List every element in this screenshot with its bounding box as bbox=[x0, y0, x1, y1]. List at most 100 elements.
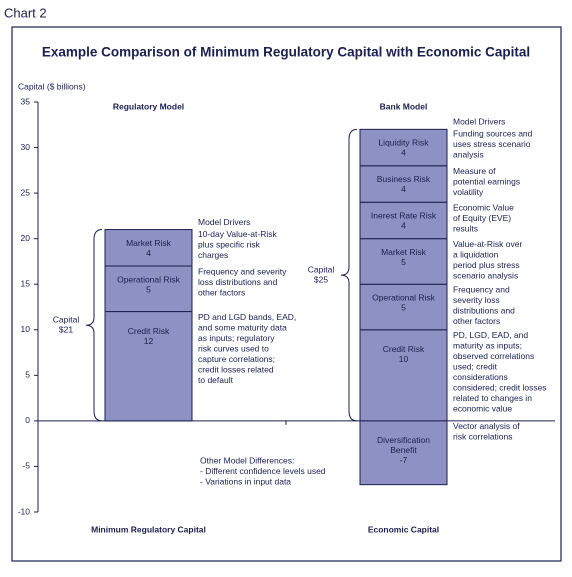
value-label: 5 bbox=[401, 257, 406, 267]
note-text: Measure of bbox=[453, 166, 496, 176]
segment-label: Business Risk bbox=[377, 174, 431, 184]
value-label: 5 bbox=[146, 284, 151, 294]
note-text: Frequency and bbox=[453, 284, 510, 294]
note-text: charges bbox=[198, 250, 228, 260]
chart-label: Chart 2 bbox=[4, 5, 47, 20]
note-text: potential earnings bbox=[453, 177, 520, 187]
bar-segment bbox=[359, 283, 448, 331]
total-label: $25 bbox=[314, 274, 328, 284]
value-label: 4 bbox=[401, 148, 406, 158]
bar-segment bbox=[359, 165, 448, 203]
x-category-label: Minimum Regulatory Capital bbox=[91, 524, 206, 534]
note-text: observed correlations bbox=[453, 351, 534, 361]
note-text: used; credit bbox=[453, 362, 498, 372]
value-label: 4 bbox=[401, 220, 406, 230]
note-text: loss distributions and bbox=[198, 277, 278, 287]
note-text: a liquidation bbox=[453, 249, 499, 259]
note-text: plus specific risk bbox=[198, 239, 261, 249]
note-text: related to changes in bbox=[453, 393, 532, 403]
bar-segment bbox=[359, 201, 448, 240]
note-text: Vector analysis of bbox=[453, 421, 520, 431]
note-text: as inputs; regulatory bbox=[198, 333, 275, 343]
segment-label: Operational Risk bbox=[117, 274, 181, 284]
y-tick-label: 20 bbox=[21, 233, 31, 243]
note-text: analysis bbox=[453, 150, 484, 160]
brace bbox=[340, 128, 358, 422]
note-text: volatility bbox=[453, 187, 484, 197]
note-text: Funding sources and bbox=[453, 129, 533, 139]
total-label: $21 bbox=[59, 324, 73, 334]
y-tick-label: 5 bbox=[25, 370, 30, 380]
drivers-heading: Model Drivers bbox=[453, 117, 505, 127]
bar-segment bbox=[104, 265, 193, 313]
note-text: scenario analysis bbox=[453, 270, 518, 280]
value-label: 5 bbox=[401, 302, 406, 312]
note-text: economic value bbox=[453, 404, 512, 414]
note-text: and some maturity data bbox=[198, 322, 287, 332]
value-label: 4 bbox=[401, 184, 406, 194]
note-text: risk curves used to bbox=[198, 343, 269, 353]
note-text: maturity as inputs; bbox=[453, 341, 522, 351]
segment-label: Inerest Rate Risk bbox=[371, 210, 437, 220]
segment-label: Credit Risk bbox=[128, 326, 170, 336]
bar-segment bbox=[104, 311, 193, 422]
x-category-label: Economic Capital bbox=[368, 524, 439, 534]
note-text: PD and LGD bands, EAD, bbox=[198, 312, 296, 322]
segment-label: Market Risk bbox=[126, 238, 172, 248]
note-text: other factors bbox=[453, 316, 500, 326]
brace bbox=[85, 229, 103, 422]
segment-label: Liquidity Risk bbox=[378, 138, 429, 148]
segment-label: Market Risk bbox=[381, 247, 427, 257]
value-label: 12 bbox=[144, 336, 154, 346]
note-text: risk correlations bbox=[453, 432, 513, 442]
bar-segment bbox=[104, 229, 193, 267]
bar-segment bbox=[359, 238, 448, 285]
y-axis-label: Capital ($ billions) bbox=[18, 81, 86, 91]
y-tick-label: 15 bbox=[21, 278, 31, 288]
other-differences: Other Model Differences: bbox=[200, 455, 294, 465]
y-tick-label: 0 bbox=[25, 415, 30, 425]
note-text: period plus stress bbox=[453, 260, 520, 270]
bar-segment bbox=[359, 128, 448, 167]
note-text: to default bbox=[198, 375, 234, 385]
segment-label: Benefit bbox=[390, 445, 417, 455]
note-text: PD, LGD, EAD, and bbox=[453, 330, 528, 340]
note-text: credit losses related bbox=[198, 364, 274, 374]
note-text: results bbox=[453, 223, 478, 233]
total-label: Capital bbox=[308, 264, 335, 274]
other-differences: - Different confidence levels used bbox=[200, 466, 326, 476]
note-text: capture correlations; bbox=[198, 354, 275, 364]
y-tick-label: 10 bbox=[21, 324, 31, 334]
note-text: distributions and bbox=[453, 305, 515, 315]
note-text: considered; credit losses bbox=[453, 383, 547, 393]
bar-segment bbox=[359, 420, 448, 486]
drivers-heading: Model Drivers bbox=[198, 217, 250, 227]
frame bbox=[11, 26, 562, 562]
note-text: Frequency and severity bbox=[198, 266, 287, 276]
note-text: severity loss bbox=[453, 295, 500, 305]
bar-segment bbox=[359, 329, 448, 422]
note-text: 10-day Value-at-Risk bbox=[198, 229, 277, 239]
model-title: Regulatory Model bbox=[113, 101, 184, 111]
note-text: uses stress scenario bbox=[453, 139, 531, 149]
y-tick-label: 35 bbox=[21, 96, 31, 106]
note-text: considerations bbox=[453, 372, 508, 382]
chart-title: Example Comparison of Minimum Regulatory… bbox=[42, 45, 530, 60]
y-tick-label: -10 bbox=[18, 506, 31, 516]
model-title: Bank Model bbox=[380, 101, 428, 111]
value-label: 10 bbox=[399, 354, 409, 364]
note-text: of Equity (EVE) bbox=[453, 213, 511, 223]
other-differences: - Variations in input data bbox=[200, 476, 291, 486]
segment-label: Operational Risk bbox=[372, 292, 436, 302]
value-label: 4 bbox=[146, 248, 151, 258]
note-text: other factors bbox=[198, 287, 245, 297]
value-label: -7 bbox=[400, 455, 408, 465]
y-tick-label: 25 bbox=[21, 187, 31, 197]
total-label: Capital bbox=[53, 314, 80, 324]
y-tick-label: 30 bbox=[21, 142, 31, 152]
segment-label: Diversification bbox=[377, 435, 430, 445]
note-text: Economic Value bbox=[453, 202, 514, 212]
note-text: Value-at-Risk over bbox=[453, 239, 522, 249]
